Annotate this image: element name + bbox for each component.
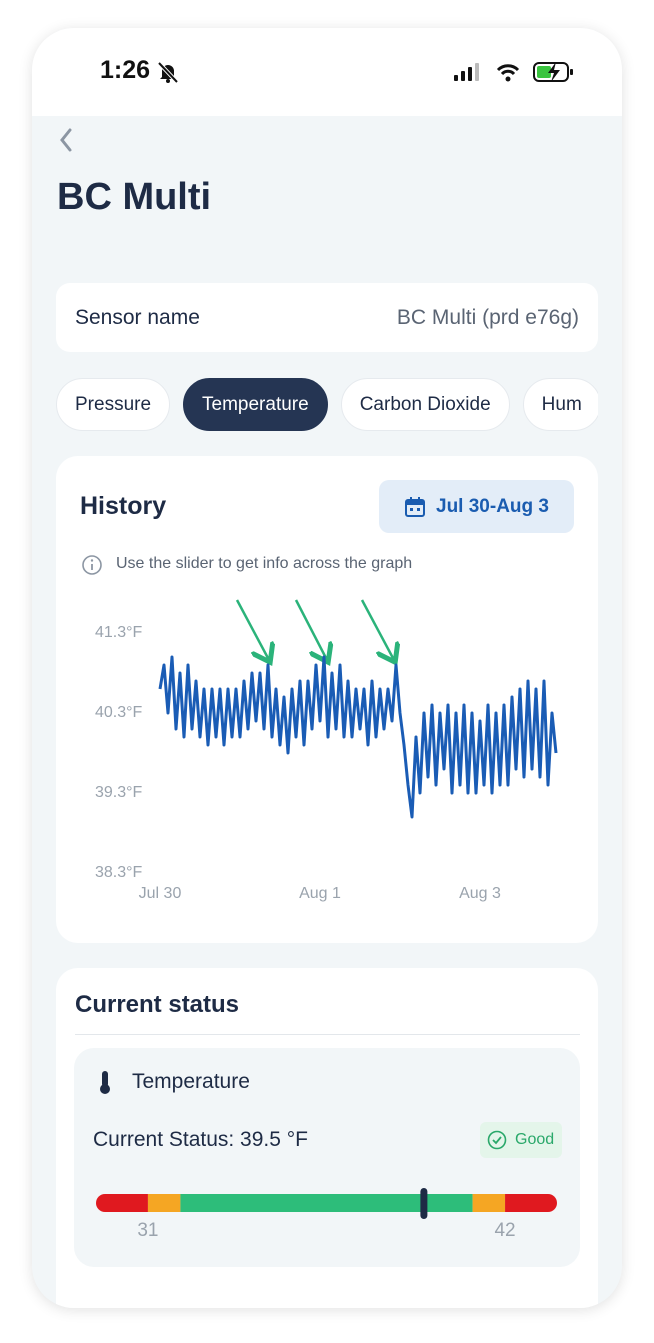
date-range: Jul 30-Aug 3 xyxy=(436,496,549,517)
tab-bar: Pressure Temperature Carbon Dioxide Hum xyxy=(56,378,598,431)
status-icons xyxy=(454,62,573,82)
sensor-label: Sensor name xyxy=(75,306,200,329)
history-title: History xyxy=(80,492,167,520)
gauge-marker xyxy=(420,1188,428,1219)
tab[interactable]: Carbon Dioxide xyxy=(340,378,510,431)
x-tick-label: Aug 1 xyxy=(299,885,341,902)
y-tick-label: 40.3°F xyxy=(95,704,143,721)
y-tick-label: 38.3°F xyxy=(95,864,143,881)
gauge-zone xyxy=(472,1194,506,1212)
clock: 1:26 xyxy=(100,56,151,84)
thermometer-icon xyxy=(100,1071,110,1094)
phone-screen: 1:26 BC Multi Sensor name BC Multi (prd … xyxy=(32,28,622,1308)
hint-text: Use the slider to get info across the gr… xyxy=(116,555,413,572)
sensor-card: Sensor name BC Multi (prd e76g) xyxy=(56,283,598,352)
check-icon xyxy=(487,1130,507,1150)
date-range-button[interactable]: Jul 30-Aug 3 xyxy=(379,480,574,533)
badge-text: Good xyxy=(515,1131,555,1148)
arrow xyxy=(294,599,327,660)
sensor-type: Temperature xyxy=(132,1070,250,1093)
sensor-status-panel: Temperature Current Status: 39.5 °F Good xyxy=(74,1048,580,1267)
status-bar: 1:26 xyxy=(32,28,622,116)
sensor-value: BC Multi (prd e76g) xyxy=(396,306,579,329)
gauge-zone xyxy=(96,1194,148,1212)
arrow xyxy=(360,599,394,660)
data-line xyxy=(158,655,558,819)
status-card: Current status Temperature Current Statu… xyxy=(56,968,598,1308)
tab[interactable]: Temperature xyxy=(183,378,328,431)
divider xyxy=(75,1034,580,1035)
back-button[interactable] xyxy=(56,126,76,154)
annotation-arrows xyxy=(235,599,394,660)
arrow xyxy=(235,599,269,660)
info-icon xyxy=(82,555,102,575)
gauge-tick-label: 42 xyxy=(494,1220,515,1241)
x-tick-label: Jul 30 xyxy=(139,885,182,902)
tab[interactable]: Hum xyxy=(522,378,598,431)
tab[interactable]: Pressure xyxy=(56,378,171,431)
gauge-zone xyxy=(505,1194,557,1212)
y-tick-label: 39.3°F xyxy=(95,784,143,801)
calendar-icon xyxy=(405,497,425,517)
page-title: BC Multi xyxy=(57,176,212,218)
x-tick-label: Aug 3 xyxy=(459,885,501,902)
gauge-zone xyxy=(180,1194,473,1212)
current-reading: Current Status: 39.5 °F xyxy=(93,1128,308,1151)
silent-icon xyxy=(157,61,179,84)
gauge-tick-label: 31 xyxy=(137,1220,158,1241)
y-tick-label: 41.3°F xyxy=(95,624,143,641)
status-title: Current status xyxy=(75,991,240,1018)
gauge-zone xyxy=(147,1194,181,1212)
status-badge: Good xyxy=(480,1122,562,1158)
gauge-bar xyxy=(96,1194,557,1212)
